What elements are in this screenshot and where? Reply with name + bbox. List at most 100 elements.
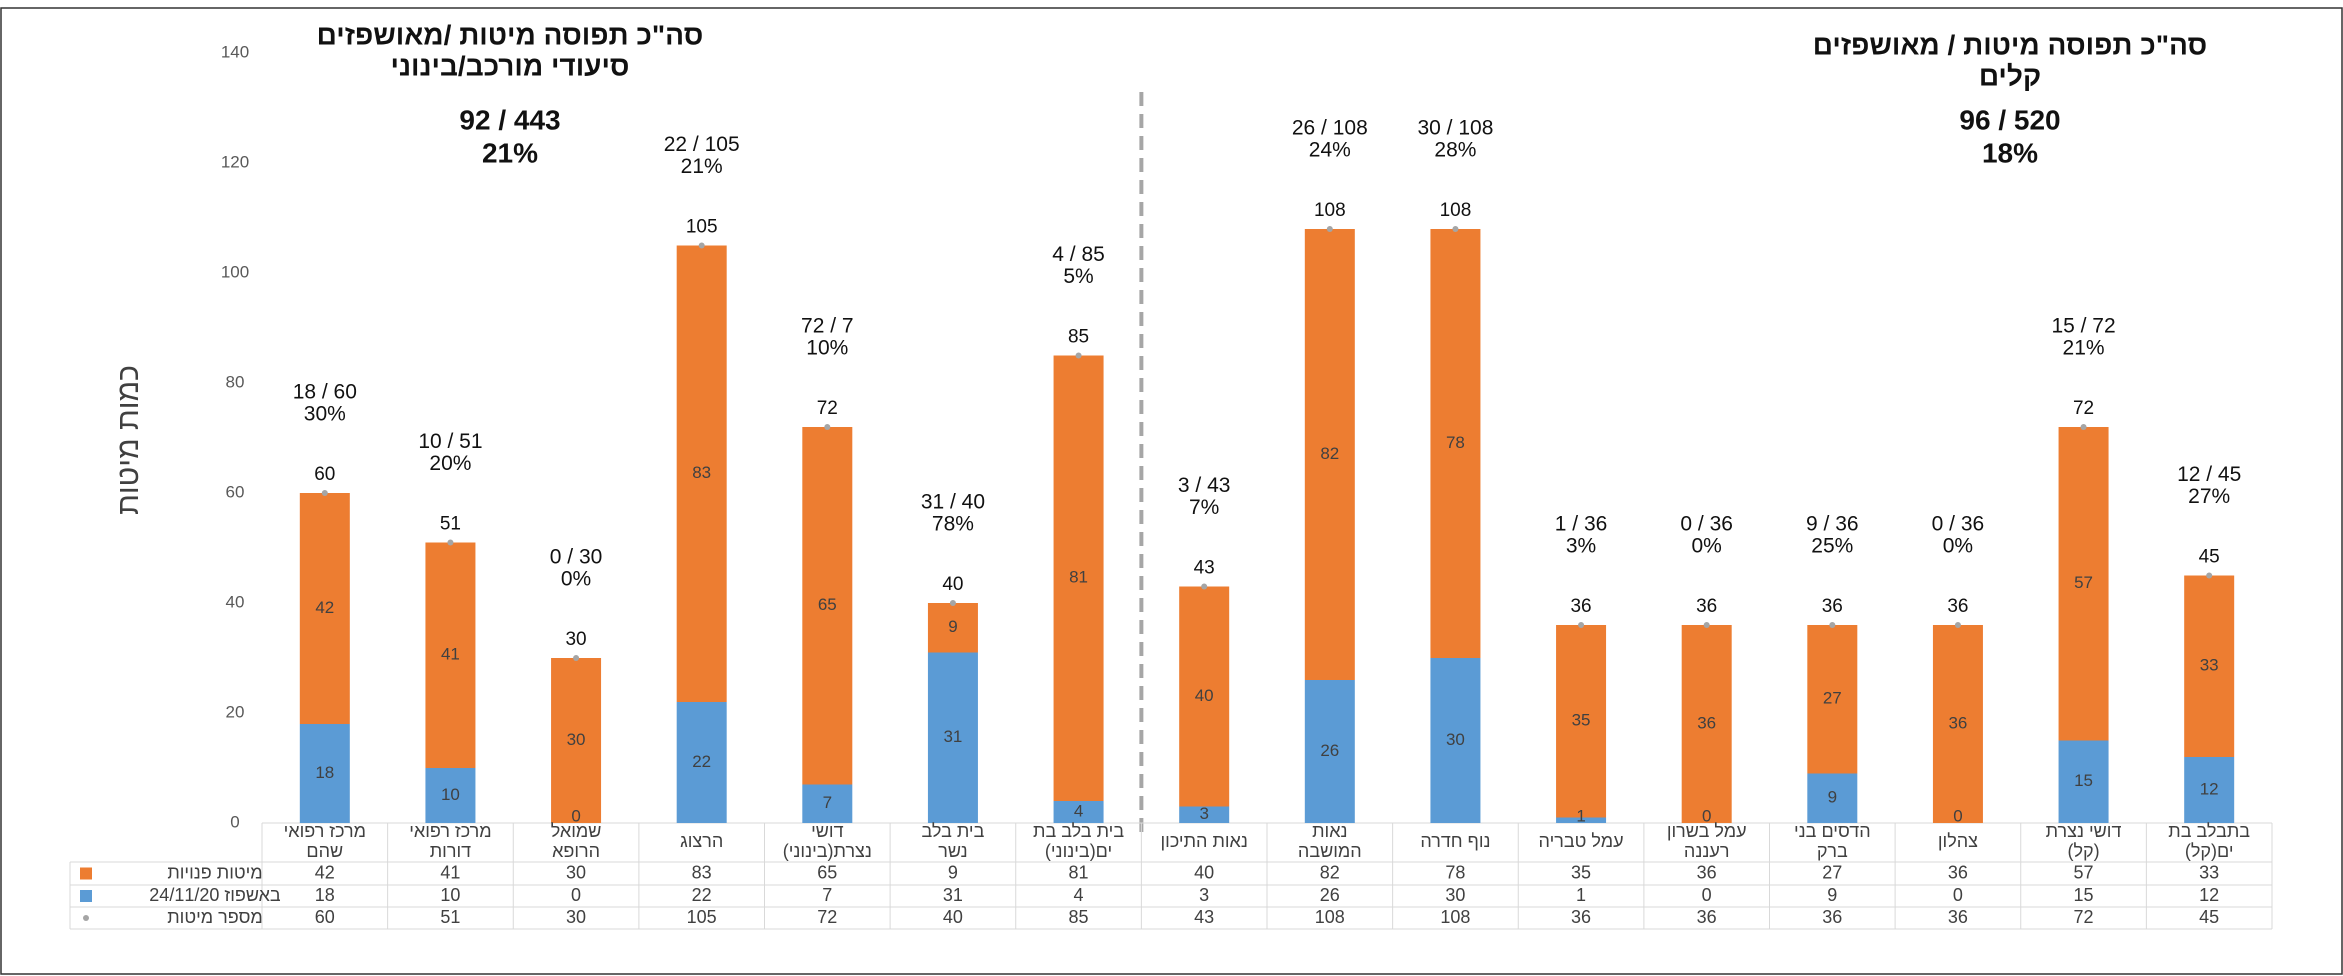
table-cell: 60 — [315, 907, 335, 927]
total-label: 36 — [1947, 596, 1968, 617]
annotation: 27% — [2188, 485, 2230, 508]
data-label: 7 — [823, 793, 832, 812]
bar-segment — [802, 427, 853, 785]
total-label: 72 — [2073, 398, 2094, 419]
legend-label: מיטות פנויות — [167, 862, 262, 882]
category-label: בית בלב בת ים(בינוני) — [1033, 821, 1124, 861]
total-dot — [1075, 352, 1082, 359]
category-label: הרצוג — [680, 831, 723, 851]
table-cell: 26 — [1320, 885, 1340, 905]
annotation: 0 / 36 — [1932, 513, 1985, 536]
total-label: 85 — [1068, 327, 1089, 348]
table-cell: 83 — [692, 862, 712, 882]
data-label: 0 — [1702, 806, 1711, 825]
table-cell: 30 — [1445, 885, 1465, 905]
bar-segment — [1304, 680, 1355, 823]
table-cell: 36 — [1697, 907, 1717, 927]
bar-segment — [299, 724, 350, 823]
bar-segment — [1179, 586, 1230, 807]
data-label: 33 — [2200, 656, 2219, 675]
category-label: דושי נצרת(בינוני) — [783, 821, 872, 861]
total-label: 43 — [1194, 558, 1215, 579]
category-label: מרכז רפואי שהם — [284, 821, 366, 861]
total-dot — [447, 539, 454, 546]
bar-segment — [1430, 658, 1481, 823]
total-label: 108 — [1440, 200, 1472, 221]
annotation: 72 / 7 — [801, 315, 854, 338]
data-label: 18 — [315, 763, 334, 782]
annotation: 10% — [806, 337, 848, 360]
bar-segment — [1430, 229, 1481, 658]
legend-swatch — [83, 915, 89, 921]
annotation: 9 / 36 — [1806, 513, 1859, 536]
bar-segment — [2184, 575, 2235, 757]
group-title: 21% — [482, 137, 538, 168]
table-cell: 31 — [943, 885, 963, 905]
group-title: 96 / 520 — [1959, 104, 2060, 135]
table-cell: 9 — [1827, 885, 1837, 905]
total-dot — [824, 424, 831, 430]
category-label: נאות המושבה — [1298, 821, 1362, 861]
bar-segment — [1807, 773, 1858, 823]
table-cell: 1 — [1576, 885, 1586, 905]
annotation: 26 / 108 — [1292, 117, 1368, 140]
y-tick-label: 120 — [221, 152, 249, 171]
table-cell: 40 — [943, 907, 963, 927]
data-label: 26 — [1320, 741, 1339, 760]
annotation: 21% — [2063, 337, 2105, 360]
group-title: סה"כ תפוסה מיטות / מאושפזים — [1813, 29, 2207, 60]
annotation: 18 / 60 — [293, 381, 357, 404]
total-dot — [2206, 572, 2213, 579]
data-label: 15 — [2074, 771, 2093, 790]
table-cell: 36 — [1948, 907, 1968, 927]
data-label: 40 — [1195, 686, 1214, 705]
annotation: 3 / 43 — [1178, 474, 1231, 497]
total-dot — [2080, 424, 2087, 430]
table-cell: 9 — [948, 862, 958, 882]
total-label: 108 — [1314, 200, 1346, 221]
y-tick-label: 0 — [230, 812, 239, 831]
y-tick-label: 60 — [226, 482, 245, 501]
total-label: 36 — [1570, 596, 1591, 617]
data-label: 27 — [1823, 689, 1842, 708]
category-label: שמואל הרופא — [551, 821, 602, 861]
annotation: 31 / 40 — [921, 491, 985, 514]
bar-segment — [1053, 801, 1104, 823]
table-cell: 12 — [2199, 885, 2219, 905]
table-cell: 0 — [1702, 885, 1712, 905]
annotation: 1 / 36 — [1555, 513, 1608, 536]
data-label: 9 — [948, 617, 957, 636]
bar-segment — [2184, 757, 2235, 823]
annotation: 0% — [1943, 535, 1973, 558]
table-cell: 15 — [2074, 885, 2094, 905]
data-label: 31 — [943, 727, 962, 746]
table-cell: 33 — [2199, 862, 2219, 882]
data-label: 65 — [818, 595, 837, 614]
total-dot — [1452, 226, 1459, 232]
table-cell: 36 — [1948, 862, 1968, 882]
total-label: 40 — [942, 574, 963, 595]
annotation: 24% — [1309, 139, 1351, 162]
data-label: 41 — [441, 645, 460, 664]
data-label: 83 — [692, 463, 711, 482]
group-title: קלים — [1979, 60, 2041, 91]
total-label: 60 — [314, 464, 335, 485]
annotation: 0 / 36 — [1680, 513, 1733, 536]
category-label: דושי נצרת (קל) — [2046, 821, 2122, 861]
annotation: 5% — [1063, 265, 1093, 288]
legend-label: באשפוז 24/11/20 — [149, 885, 281, 905]
bar-segment — [1681, 625, 1732, 823]
total-label: 30 — [565, 629, 586, 650]
data-label: 1 — [1576, 806, 1585, 825]
table-cell: 7 — [822, 885, 832, 905]
bar-segment — [2058, 427, 2109, 741]
table-cell: 85 — [1069, 907, 1089, 927]
data-label: 9 — [1828, 788, 1837, 807]
y-tick-label: 40 — [226, 592, 245, 611]
annotation: 0% — [561, 568, 591, 591]
annotation: 28% — [1434, 139, 1476, 162]
table-cell: 82 — [1320, 862, 1340, 882]
annotation: 0 / 30 — [550, 546, 603, 569]
total-dot — [1703, 622, 1710, 628]
